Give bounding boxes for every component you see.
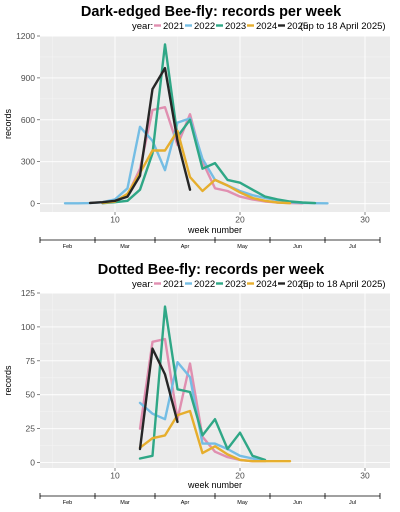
- date-note: (up to 18 April 2025): [300, 279, 386, 290]
- plot-panel: [40, 293, 390, 468]
- y-tick-label: 900: [21, 73, 35, 83]
- legend-entry-2024: 2024: [256, 279, 277, 290]
- y-axis-title: records: [3, 365, 13, 396]
- month-label-jun: Jun: [293, 500, 302, 506]
- series-line-2023: [138, 305, 267, 462]
- y-axis-title: records: [3, 108, 13, 139]
- month-label-apr: Apr: [181, 500, 190, 506]
- legend-entry-2022: 2022: [194, 279, 215, 290]
- x-tick-label: 20: [235, 471, 245, 481]
- month-label-feb: Feb: [63, 244, 72, 250]
- y-tick-label: 125: [21, 288, 35, 298]
- series-line-2025: [88, 66, 192, 205]
- legend-entry-2025: 2025: [287, 279, 308, 290]
- series-line-2025: [138, 347, 179, 451]
- legend-entry-2023: 2023: [225, 279, 246, 290]
- x-tick-label: 20: [235, 215, 245, 225]
- series-line-2023: [101, 43, 317, 205]
- legend-entry-2021: 2021: [163, 279, 184, 290]
- legend-entry-2021: 2021: [163, 21, 184, 32]
- month-label-mar: Mar: [120, 244, 130, 250]
- chart-title: Dotted Bee-fly: records per week: [98, 262, 325, 278]
- month-label-apr: Apr: [181, 244, 190, 250]
- y-tick-label: 1200: [16, 31, 35, 41]
- month-label-jun: Jun: [293, 244, 302, 250]
- y-tick-label: 50: [26, 390, 36, 400]
- legend-label: year:: [132, 279, 153, 290]
- y-tick-label: 0: [30, 199, 35, 209]
- x-axis-title: week number: [187, 480, 242, 490]
- x-tick-label: 10: [110, 471, 120, 481]
- month-label-feb: Feb: [63, 500, 72, 506]
- y-tick-label: 75: [26, 356, 36, 366]
- x-axis-title: week number: [187, 225, 242, 235]
- month-label-mar: Mar: [120, 500, 130, 506]
- month-label-jul: Jul: [349, 500, 356, 506]
- dark-edged-bee-fly-chart: Dark-edged Bee-fly: records per weekyear…: [3, 4, 390, 250]
- legend-label: year:: [132, 21, 153, 32]
- chart-title: Dark-edged Bee-fly: records per week: [81, 4, 342, 20]
- legend-entry-2022: 2022: [194, 21, 215, 32]
- legend-entry-2023: 2023: [225, 21, 246, 32]
- series-line-2024: [101, 129, 292, 205]
- month-label-jul: Jul: [349, 244, 356, 250]
- legend-entry-2024: 2024: [256, 21, 277, 32]
- y-tick-label: 0: [30, 458, 35, 468]
- y-tick-label: 25: [26, 424, 36, 434]
- y-tick-label: 300: [21, 157, 35, 167]
- month-label-may: May: [237, 244, 248, 250]
- x-tick-label: 30: [360, 471, 370, 481]
- series-line-2022: [138, 361, 267, 463]
- x-tick-label: 10: [110, 215, 120, 225]
- x-tick-label: 30: [360, 215, 370, 225]
- y-tick-label: 100: [21, 322, 35, 332]
- month-label-may: May: [237, 500, 248, 506]
- y-tick-label: 600: [21, 115, 35, 125]
- date-note: (up to 18 April 2025): [300, 21, 386, 32]
- legend-entry-2025: 2025: [287, 21, 308, 32]
- series-line-2024: [138, 409, 292, 463]
